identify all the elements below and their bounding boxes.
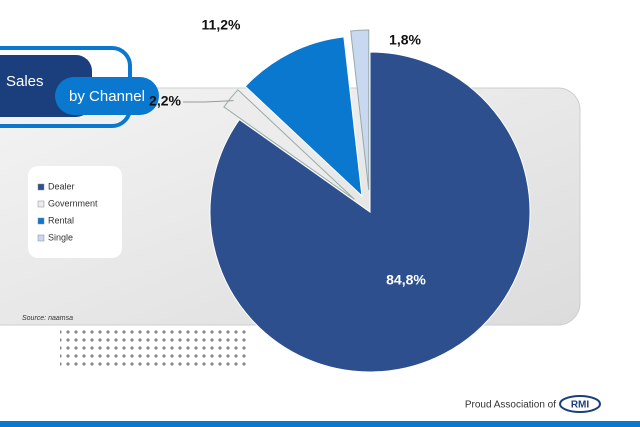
- chart-subtitle: by Channel: [69, 88, 145, 105]
- footer-text: Proud Association of: [465, 400, 556, 411]
- data-label: 2,2%: [149, 93, 181, 109]
- pie-slice: [244, 36, 363, 198]
- chart-title: Sales: [6, 73, 44, 90]
- data-label: 84,8%: [386, 272, 426, 288]
- legend-box: [28, 166, 122, 258]
- pie-slice: [223, 89, 355, 200]
- legend-swatch: [37, 200, 45, 208]
- source: Source: naamsa: [22, 315, 73, 322]
- pie-slice: [209, 51, 531, 373]
- logo: RMI: [571, 400, 590, 411]
- legend-swatch: [37, 234, 45, 242]
- legend-label: Government: [48, 198, 98, 208]
- legend-label: Rental: [48, 215, 74, 225]
- logo-ring: [559, 395, 601, 413]
- leader-line: [183, 100, 234, 103]
- legend-label: Single: [48, 232, 73, 242]
- pie: 84,8% 2,2% 11,2% 1,8%: [149, 17, 531, 373]
- dot-pattern: [60, 326, 250, 366]
- legend-swatch: [37, 183, 45, 191]
- pie-slice: [350, 29, 370, 191]
- subtitle-box: [55, 77, 159, 115]
- footer-bar: [0, 421, 640, 427]
- data-label: 1,8%: [389, 32, 421, 48]
- data-label: 11,2%: [202, 17, 241, 33]
- legend-label: Dealer: [48, 181, 75, 191]
- legend-swatch: [37, 217, 45, 225]
